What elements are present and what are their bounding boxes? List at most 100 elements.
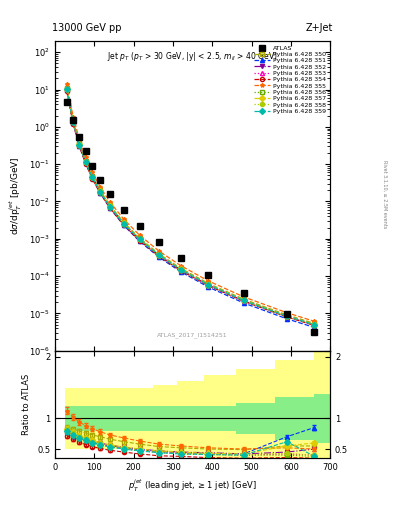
Line: Pythia 6.428 355: Pythia 6.428 355 bbox=[65, 81, 316, 324]
Pythia 6.428 354 bbox=[90, 176, 95, 182]
Bar bbox=[81, 406, 98, 431]
Pythia 6.428 358 bbox=[90, 174, 95, 180]
Pythia 6.428 352 bbox=[121, 221, 126, 227]
Pythia 6.428 351 bbox=[206, 284, 211, 290]
X-axis label: $p_T^{jet}$ (leading jet, ≥ 1 jet) [GeV]: $p_T^{jet}$ (leading jet, ≥ 1 jet) [GeV] bbox=[128, 478, 257, 494]
Bar bbox=[132, 388, 153, 449]
Line: Pythia 6.428 356: Pythia 6.428 356 bbox=[65, 88, 316, 327]
Pythia 6.428 356 bbox=[178, 267, 183, 273]
Pythia 6.428 352 bbox=[77, 141, 82, 147]
Bar bbox=[114, 388, 132, 449]
Pythia 6.428 351 bbox=[64, 87, 69, 93]
Pythia 6.428 357 bbox=[206, 282, 211, 288]
Pythia 6.428 353 bbox=[121, 221, 126, 227]
Pythia 6.428 358 bbox=[312, 322, 317, 328]
Pythia 6.428 354 bbox=[64, 89, 69, 95]
Pythia 6.428 358 bbox=[206, 282, 211, 288]
Pythia 6.428 350 bbox=[64, 85, 69, 91]
Pythia 6.428 356 bbox=[121, 221, 126, 227]
Pythia 6.428 358 bbox=[178, 266, 183, 272]
Pythia 6.428 359 bbox=[121, 221, 126, 227]
Bar bbox=[177, 406, 204, 431]
Text: Z+Jet: Z+Jet bbox=[305, 23, 333, 33]
Pythia 6.428 354 bbox=[157, 253, 162, 260]
Pythia 6.428 355 bbox=[137, 232, 142, 238]
Bar bbox=[81, 388, 98, 449]
Pythia 6.428 359 bbox=[83, 159, 88, 165]
Pythia 6.428 356 bbox=[90, 174, 95, 180]
Bar bbox=[132, 406, 153, 431]
Pythia 6.428 351 bbox=[83, 160, 88, 166]
Pythia 6.428 351 bbox=[285, 316, 289, 322]
Pythia 6.428 359 bbox=[77, 142, 82, 148]
Pythia 6.428 352 bbox=[98, 188, 103, 195]
Bar bbox=[98, 388, 114, 449]
Pythia 6.428 356 bbox=[77, 142, 82, 148]
Pythia 6.428 359 bbox=[241, 297, 246, 304]
Line: Pythia 6.428 351: Pythia 6.428 351 bbox=[65, 88, 316, 330]
Pythia 6.428 358 bbox=[83, 159, 88, 165]
Pythia 6.428 354 bbox=[71, 121, 75, 127]
Pythia 6.428 359 bbox=[312, 322, 317, 328]
Pythia 6.428 353 bbox=[77, 142, 82, 148]
Pythia 6.428 353 bbox=[90, 174, 95, 180]
Pythia 6.428 354 bbox=[285, 314, 289, 320]
Pythia 6.428 356 bbox=[206, 282, 211, 288]
Pythia 6.428 353 bbox=[71, 119, 75, 125]
Pythia 6.428 350 bbox=[90, 173, 95, 179]
Pythia 6.428 359 bbox=[285, 313, 289, 319]
Pythia 6.428 353 bbox=[312, 322, 317, 328]
Pythia 6.428 350 bbox=[312, 321, 317, 327]
Pythia 6.428 355 bbox=[71, 114, 75, 120]
Pythia 6.428 354 bbox=[312, 323, 317, 329]
Pythia 6.428 355 bbox=[206, 278, 211, 284]
Legend: ATLAS, Pythia 6.428 350, Pythia 6.428 351, Pythia 6.428 352, Pythia 6.428 353, P: ATLAS, Pythia 6.428 350, Pythia 6.428 35… bbox=[253, 44, 327, 115]
Pythia 6.428 352 bbox=[206, 282, 211, 288]
Pythia 6.428 359 bbox=[108, 204, 112, 210]
Pythia 6.428 355 bbox=[83, 154, 88, 160]
Y-axis label: d$\sigma$/dp$_T^{jet}$ [pb/GeV]: d$\sigma$/dp$_T^{jet}$ [pb/GeV] bbox=[7, 157, 24, 235]
Pythia 6.428 355 bbox=[108, 199, 112, 205]
Pythia 6.428 358 bbox=[157, 252, 162, 258]
Pythia 6.428 359 bbox=[178, 267, 183, 273]
Pythia 6.428 352 bbox=[312, 322, 317, 328]
Pythia 6.428 352 bbox=[157, 252, 162, 259]
Text: Jet $p_T$ ($p_T$ > 30 GeV, |y| < 2.5, $m_{ll}$ > 40 GeV): Jet $p_T$ ($p_T$ > 30 GeV, |y| < 2.5, $m… bbox=[107, 50, 278, 63]
Bar bbox=[98, 406, 114, 431]
Pythia 6.428 355 bbox=[121, 216, 126, 222]
Pythia 6.428 352 bbox=[108, 204, 112, 210]
Pythia 6.428 358 bbox=[64, 86, 69, 92]
Bar bbox=[65, 388, 81, 449]
Pythia 6.428 350 bbox=[121, 219, 126, 225]
Pythia 6.428 359 bbox=[98, 188, 103, 195]
Text: 13000 GeV pp: 13000 GeV pp bbox=[52, 23, 122, 33]
Pythia 6.428 357 bbox=[157, 252, 162, 258]
Bar bbox=[236, 403, 275, 434]
Bar bbox=[65, 406, 81, 431]
Pythia 6.428 352 bbox=[71, 119, 75, 125]
Line: Pythia 6.428 358: Pythia 6.428 358 bbox=[65, 87, 316, 327]
Pythia 6.428 350 bbox=[71, 118, 75, 124]
Pythia 6.428 357 bbox=[241, 297, 246, 304]
Pythia 6.428 356 bbox=[157, 252, 162, 258]
Pythia 6.428 356 bbox=[137, 236, 142, 242]
Pythia 6.428 356 bbox=[285, 313, 289, 319]
Pythia 6.428 353 bbox=[206, 282, 211, 288]
Pythia 6.428 352 bbox=[64, 86, 69, 92]
Pythia 6.428 355 bbox=[178, 263, 183, 269]
Pythia 6.428 357 bbox=[71, 118, 75, 124]
Pythia 6.428 351 bbox=[178, 269, 183, 275]
Pythia 6.428 350 bbox=[178, 265, 183, 271]
Pythia 6.428 350 bbox=[137, 235, 142, 241]
Pythia 6.428 354 bbox=[121, 222, 126, 228]
Pythia 6.428 350 bbox=[77, 140, 82, 146]
Pythia 6.428 354 bbox=[83, 161, 88, 167]
Pythia 6.428 356 bbox=[71, 119, 75, 125]
Pythia 6.428 354 bbox=[98, 190, 103, 196]
Pythia 6.428 356 bbox=[98, 188, 103, 195]
Pythia 6.428 359 bbox=[137, 236, 142, 242]
Line: Pythia 6.428 352: Pythia 6.428 352 bbox=[65, 87, 316, 327]
Pythia 6.428 357 bbox=[108, 203, 112, 209]
Pythia 6.428 356 bbox=[108, 204, 112, 210]
Pythia 6.428 350 bbox=[241, 296, 246, 302]
